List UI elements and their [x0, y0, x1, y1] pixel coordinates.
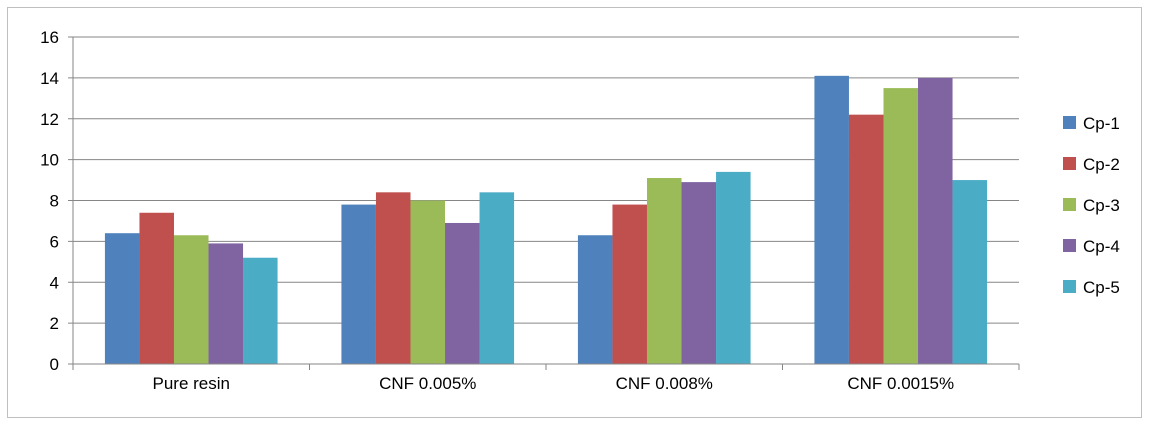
x-axis-category-labels: Pure resin CNF 0.005% CNF 0.008% CNF 0.0015…: [153, 374, 955, 393]
legend-swatch: [1063, 198, 1076, 211]
bar-cp-5-1: [479, 192, 515, 364]
x-category-label: CNF 0.005%: [379, 374, 476, 393]
bar-cp-3-3: [883, 88, 919, 364]
legend-swatch: [1063, 116, 1076, 129]
bar-cp-1-2: [577, 235, 613, 364]
y-tick-label: 12: [40, 110, 59, 129]
legend-label: Cp-3: [1083, 196, 1120, 215]
bar-cp-2-1: [375, 192, 411, 364]
y-tick-label: 6: [50, 232, 59, 251]
bar-cp-3-2: [646, 178, 682, 364]
y-axis-tick-labels: 0 2 4 6 8 10 12 14 16: [40, 28, 59, 374]
x-category-label: CNF 0.008%: [616, 374, 713, 393]
bar-cp-5-2: [716, 171, 751, 364]
bar-cp-3-0: [173, 235, 209, 364]
bars: [104, 75, 988, 365]
bar-cp-3-1: [410, 200, 446, 364]
legend: Cp-1 Cp-2 Cp-3 Cp-4 Cp-5: [1063, 114, 1120, 297]
bar-cp-5-3: [952, 180, 988, 364]
bar-cp-5-0: [243, 257, 278, 364]
bar-cp-1-3: [814, 75, 849, 365]
bar-cp-4-3: [918, 77, 953, 364]
y-tick-label: 4: [50, 273, 59, 292]
y-tick-label: 0: [50, 355, 59, 374]
bar-cp-4-0: [208, 243, 244, 364]
bar-cp-4-1: [445, 222, 480, 364]
legend-label: Cp-2: [1083, 155, 1120, 174]
bar-cp-2-3: [848, 114, 884, 364]
legend-swatch: [1063, 157, 1076, 170]
legend-swatch: [1063, 239, 1076, 252]
y-tick-label: 10: [40, 151, 59, 170]
y-tick-label: 14: [40, 69, 59, 88]
bar-cp-1-1: [341, 204, 376, 364]
chart-frame: [7, 7, 1142, 418]
x-category-label: Pure resin: [153, 374, 230, 393]
axes: [68, 36, 1020, 370]
legend-label: Cp-5: [1083, 278, 1120, 297]
legend-label: Cp-1: [1083, 114, 1120, 133]
y-tick-label: 8: [50, 192, 59, 211]
bar-cp-4-2: [681, 182, 717, 364]
bar-cp-2-2: [612, 204, 647, 364]
x-category-label: CNF 0.0015%: [847, 374, 954, 393]
legend-swatch: [1063, 280, 1076, 293]
bar-cp-2-0: [139, 212, 174, 364]
legend-label: Cp-4: [1083, 237, 1120, 256]
y-tick-label: 16: [40, 28, 59, 47]
bar-cp-1-0: [104, 233, 140, 364]
y-tick-label: 2: [50, 314, 59, 333]
